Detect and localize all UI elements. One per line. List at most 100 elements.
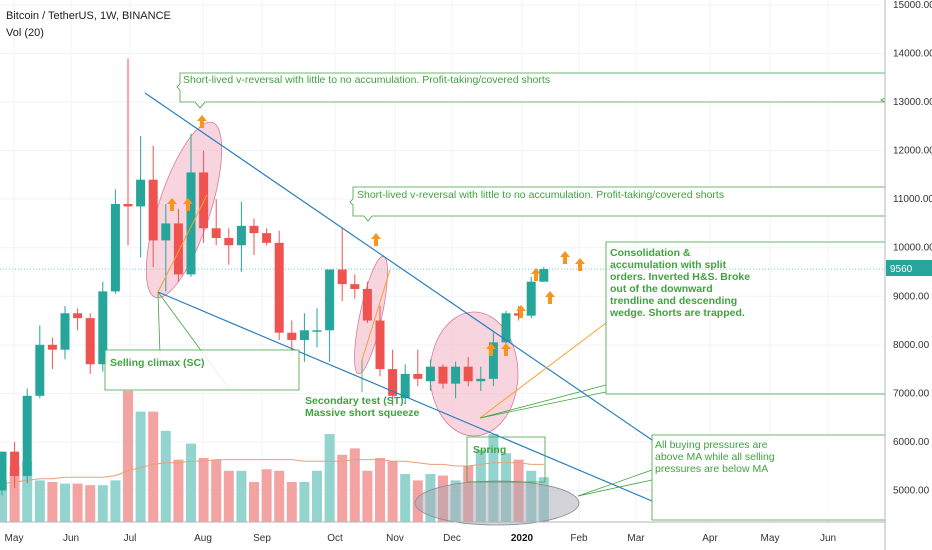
volume-ma-line bbox=[2, 460, 544, 484]
volume-bar bbox=[375, 458, 385, 522]
candle-body bbox=[161, 223, 170, 240]
candle-body bbox=[212, 228, 221, 238]
volume-legend: Vol (20) bbox=[6, 27, 44, 39]
candle-body bbox=[338, 270, 347, 285]
volume-bar bbox=[388, 461, 398, 522]
annotation-consolidation-l3: out of the downward bbox=[610, 283, 713, 295]
volume-bar bbox=[98, 485, 108, 522]
annotation-top: Short-lived v-reversal with little to no… bbox=[177, 73, 885, 108]
volume-bar bbox=[262, 469, 272, 522]
y-tick: 13000.00 bbox=[893, 97, 932, 108]
x-tick: May bbox=[761, 533, 780, 544]
y-tick: 10000.00 bbox=[893, 243, 932, 254]
candle-body bbox=[23, 396, 32, 476]
candle-body bbox=[539, 269, 548, 282]
candle-body bbox=[187, 172, 196, 274]
candle-body bbox=[350, 284, 359, 289]
up-arrow-icon bbox=[545, 291, 555, 304]
x-tick: Jul bbox=[124, 533, 137, 544]
volume-bar bbox=[148, 412, 158, 522]
annotation-top-text: Short-lived v-reversal with little to no… bbox=[183, 74, 550, 86]
y-tick: 14000.00 bbox=[893, 48, 932, 59]
y-tick: 8000.00 bbox=[893, 340, 930, 351]
candle-body bbox=[124, 204, 133, 206]
candle-body bbox=[0, 452, 7, 491]
candle-body bbox=[476, 379, 485, 381]
volume-bar bbox=[186, 444, 196, 522]
up-arrow-icon bbox=[516, 305, 526, 318]
candle-body bbox=[527, 282, 536, 316]
annotation-selling-climax-text: Selling climax (SC) bbox=[110, 357, 205, 369]
volume-bar bbox=[312, 471, 322, 522]
x-tick: 2020 bbox=[511, 533, 534, 544]
candle-body bbox=[10, 452, 19, 476]
candle-body bbox=[363, 289, 372, 321]
candle-body bbox=[464, 367, 473, 382]
volume-bar bbox=[211, 460, 221, 522]
candle-body bbox=[111, 204, 120, 291]
annotation-consolidation-l2: orders. Inverted H&S. Broke bbox=[610, 271, 750, 283]
ellipse-selling-climax bbox=[131, 114, 237, 305]
x-tick: Sep bbox=[253, 533, 271, 544]
y-tick: 15000.00 bbox=[893, 0, 932, 11]
annotation-pressures-l2: pressures are below MA bbox=[655, 463, 768, 475]
annotation-consolidation: Consolidation & accumulation with split … bbox=[606, 242, 885, 394]
annotation-consolidation-l0: Consolidation & bbox=[610, 247, 691, 259]
candle-body bbox=[325, 270, 334, 331]
annotation-selling-climax: Selling climax (SC) bbox=[105, 350, 299, 390]
volume-bar bbox=[325, 434, 335, 522]
y-tick: 11000.00 bbox=[893, 194, 932, 205]
annotation-spring: Spring bbox=[467, 437, 545, 482]
x-tick: Nov bbox=[386, 533, 404, 544]
annotation-mid: Short-lived v-reversal with little to no… bbox=[350, 187, 885, 221]
candle-body bbox=[376, 321, 385, 370]
candle-body bbox=[48, 345, 57, 350]
candle-body bbox=[136, 180, 145, 207]
y-tick: 5000.00 bbox=[893, 486, 930, 497]
x-tick: Oct bbox=[327, 533, 343, 544]
volume-bar bbox=[161, 431, 171, 522]
annotation-pressures-l0: All buying pressures are bbox=[655, 439, 768, 451]
annotation-secondary-test-l0: Secondary test (ST). bbox=[305, 395, 407, 407]
up-arrow-icon bbox=[560, 251, 570, 264]
annotation-secondary-test: Secondary test (ST). Massive short squee… bbox=[305, 395, 420, 419]
up-arrow-icon bbox=[371, 233, 381, 246]
volume-bar bbox=[123, 391, 133, 522]
volume-bar bbox=[224, 471, 234, 522]
volume-bar bbox=[362, 471, 372, 522]
chart-title: Bitcoin / TetherUS, 1W, BINANCE bbox=[6, 10, 171, 22]
candle-body bbox=[86, 318, 95, 364]
candle-body bbox=[300, 330, 309, 340]
x-tick: Aug bbox=[194, 533, 212, 544]
candle-body bbox=[174, 223, 183, 274]
volume-bar bbox=[173, 460, 183, 522]
y-tick: 7000.00 bbox=[893, 388, 930, 399]
candle-body bbox=[35, 345, 44, 396]
annotation-pressures-l1: above MA while all selling bbox=[655, 451, 775, 463]
candle-body bbox=[313, 330, 322, 332]
volume-bar bbox=[236, 471, 246, 522]
volume-bar bbox=[47, 482, 57, 522]
last-price-text: 9560 bbox=[890, 264, 913, 275]
volume-bar bbox=[287, 482, 297, 522]
candle-body bbox=[426, 367, 435, 382]
volume-bar bbox=[337, 455, 347, 522]
annotation-mid-text: Short-lived v-reversal with little to no… bbox=[357, 189, 724, 201]
annotation-spring-text: Spring bbox=[473, 444, 506, 456]
last-price-tag: 9560 bbox=[886, 260, 932, 276]
annotation-consolidation-l1: accumulation with split bbox=[610, 259, 727, 271]
candle-body bbox=[250, 226, 259, 233]
volume-bar bbox=[249, 482, 259, 522]
volume-bar bbox=[274, 471, 284, 522]
annotation-secondary-test-l1: Massive short squeeze bbox=[305, 407, 420, 419]
candle-body bbox=[451, 367, 460, 384]
volume-bar bbox=[35, 480, 45, 522]
volume-bar bbox=[110, 480, 120, 522]
annotation-pressures: All buying pressures are above MA while … bbox=[652, 435, 885, 520]
annotation-consolidation-l5: wedge. Shorts are trapped. bbox=[609, 307, 745, 319]
candle-body bbox=[199, 172, 208, 228]
candle-body bbox=[413, 374, 422, 379]
candle-body bbox=[262, 233, 271, 243]
candle-body bbox=[61, 313, 70, 349]
